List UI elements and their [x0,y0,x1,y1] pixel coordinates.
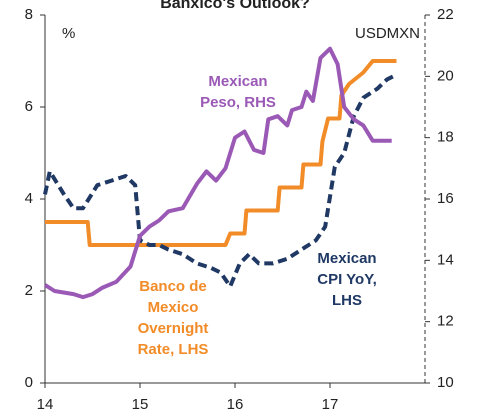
x-tick-label: 16 [227,396,244,413]
y2-tick-label: 14 [437,251,454,268]
y2-tick-label: 22 [437,6,454,23]
annotation: Mexican [208,73,267,90]
y-tick-label: 4 [25,190,33,207]
annotation: Overnight [138,320,209,337]
series-line [43,46,392,300]
y-tick-label: 6 [25,98,33,115]
y2-unit: USDMXN [355,25,420,42]
annotation: Rate, LHS [138,341,209,358]
y-tick-label: 2 [25,282,33,299]
y2-tick-label: 16 [437,190,454,207]
series-line [43,72,398,289]
annotation: Mexican [317,250,376,267]
y2-tick-label: 10 [437,374,454,391]
series-line [45,59,397,247]
annotation: CPI YoY, [317,271,376,288]
x-tick-label: 15 [132,396,149,413]
y-tick-label: 0 [25,374,33,391]
chart-title: Banxico's Outlook? [160,0,310,12]
annotation: LHS [332,292,362,309]
y2-tick-label: 18 [437,129,454,146]
y2-tick-label: 20 [437,67,454,84]
y-tick-label: 8 [25,6,33,23]
x-tick-label: 17 [322,396,339,413]
y2-tick-label: 12 [437,313,454,330]
x-tick-label: 14 [37,396,54,413]
annotation: Mexico [148,299,199,316]
y-unit: % [62,25,75,42]
annotation: Banco de [139,278,207,295]
annotation: Peso, RHS [200,94,276,111]
